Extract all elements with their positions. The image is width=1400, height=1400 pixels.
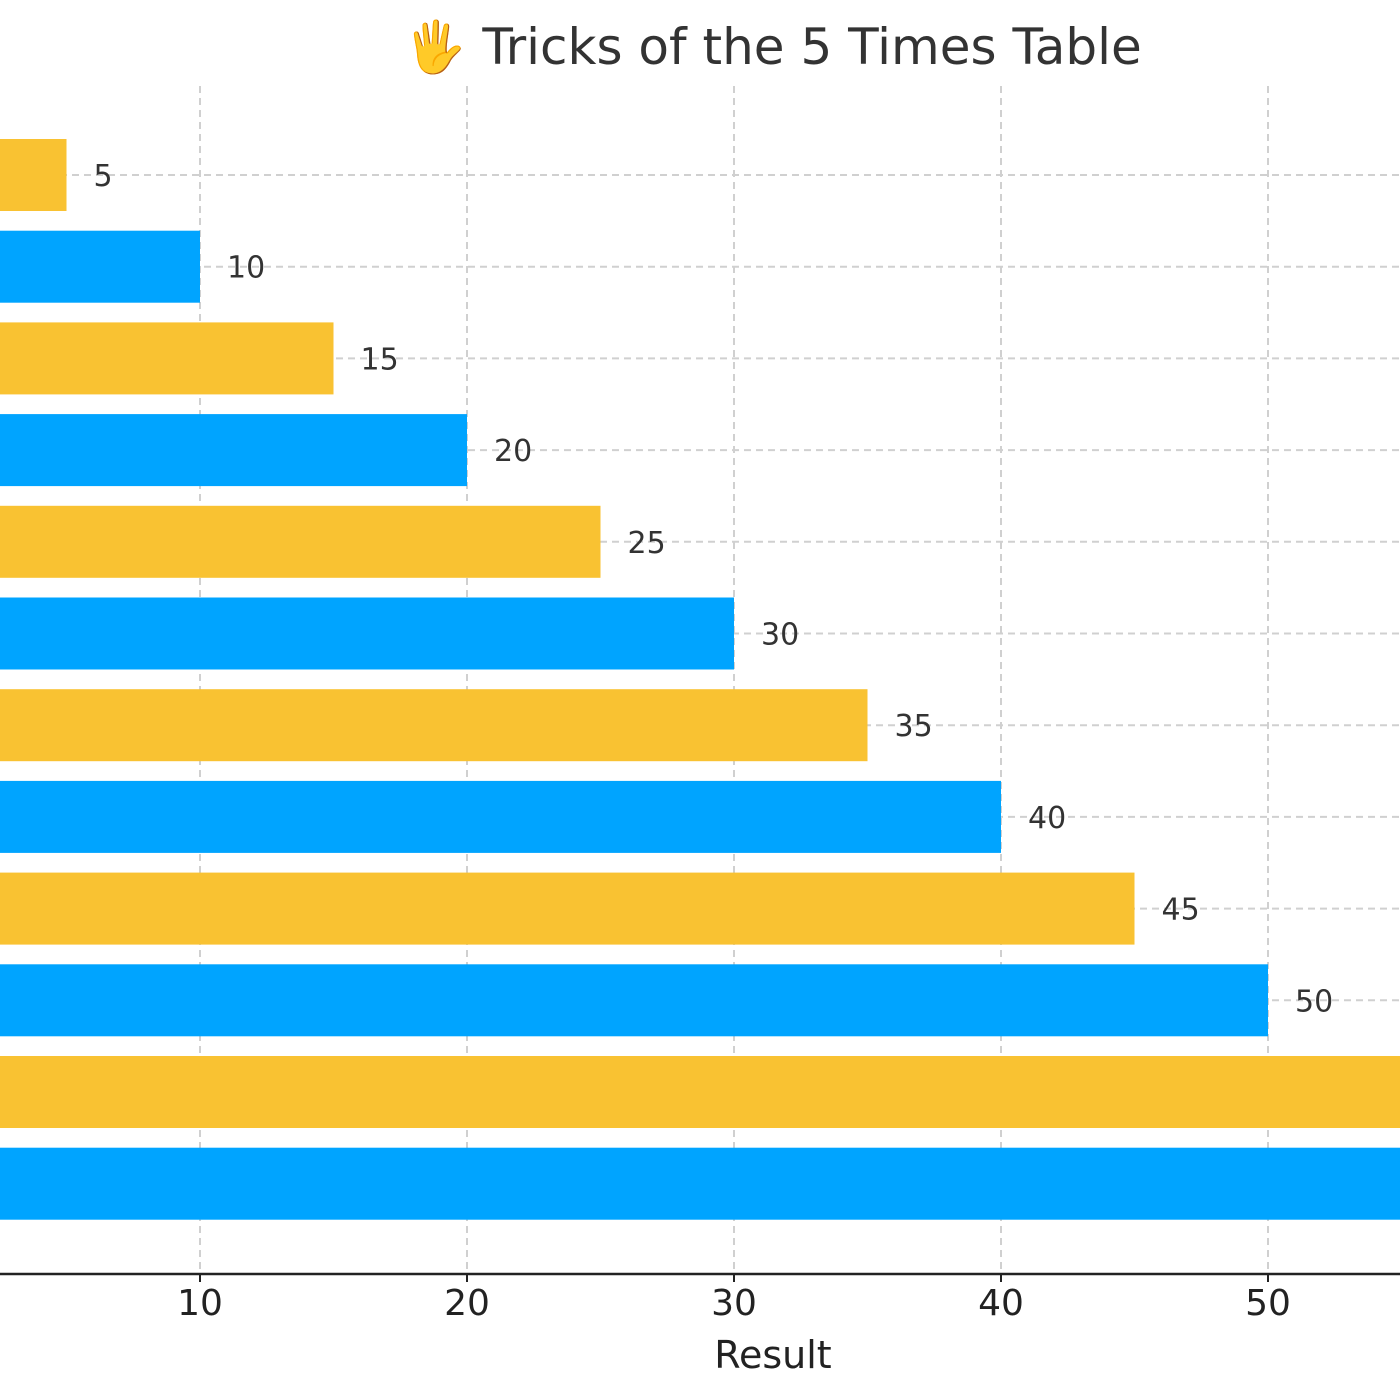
bar-10 <box>0 964 1268 1037</box>
data-label-layer: 5 10 15 20 25 30 35 40 45 50 <box>94 159 1334 1019</box>
data-label-8: 40 <box>1028 801 1066 836</box>
x-tick-label-30: 30 <box>711 1283 757 1324</box>
data-label-1: 5 <box>94 159 113 194</box>
x-tick-label-50: 50 <box>1245 1283 1291 1324</box>
data-label-10: 50 <box>1295 984 1333 1019</box>
bar-2 <box>0 230 200 303</box>
data-label-4: 20 <box>494 434 532 469</box>
bar-5 <box>0 505 601 578</box>
bar-9 <box>0 872 1135 945</box>
bar-8 <box>0 780 1001 853</box>
data-label-6: 30 <box>761 618 799 653</box>
bar-6 <box>0 597 734 670</box>
bar-3 <box>0 322 334 395</box>
x-tick-label-40: 40 <box>978 1283 1024 1324</box>
data-label-3: 15 <box>361 342 399 377</box>
data-label-5: 25 <box>628 526 666 561</box>
bar-4 <box>0 414 467 487</box>
bar-12 <box>0 1147 1400 1220</box>
data-label-9: 45 <box>1162 893 1200 928</box>
x-tick-layer: 10 20 30 40 50 <box>177 1274 1291 1324</box>
bar-1 <box>0 139 67 211</box>
x-tick-label-20: 20 <box>444 1283 490 1324</box>
data-label-7: 35 <box>895 709 933 744</box>
data-label-2: 10 <box>227 251 265 286</box>
bar-7 <box>0 689 868 762</box>
x-axis-label: Result <box>714 1333 831 1377</box>
bar-layer <box>0 139 1400 1220</box>
x-tick-label-10: 10 <box>177 1283 223 1324</box>
chart-title: 🖐 Tricks of the 5 Times Table <box>404 17 1142 79</box>
bar-11 <box>0 1056 1400 1128</box>
